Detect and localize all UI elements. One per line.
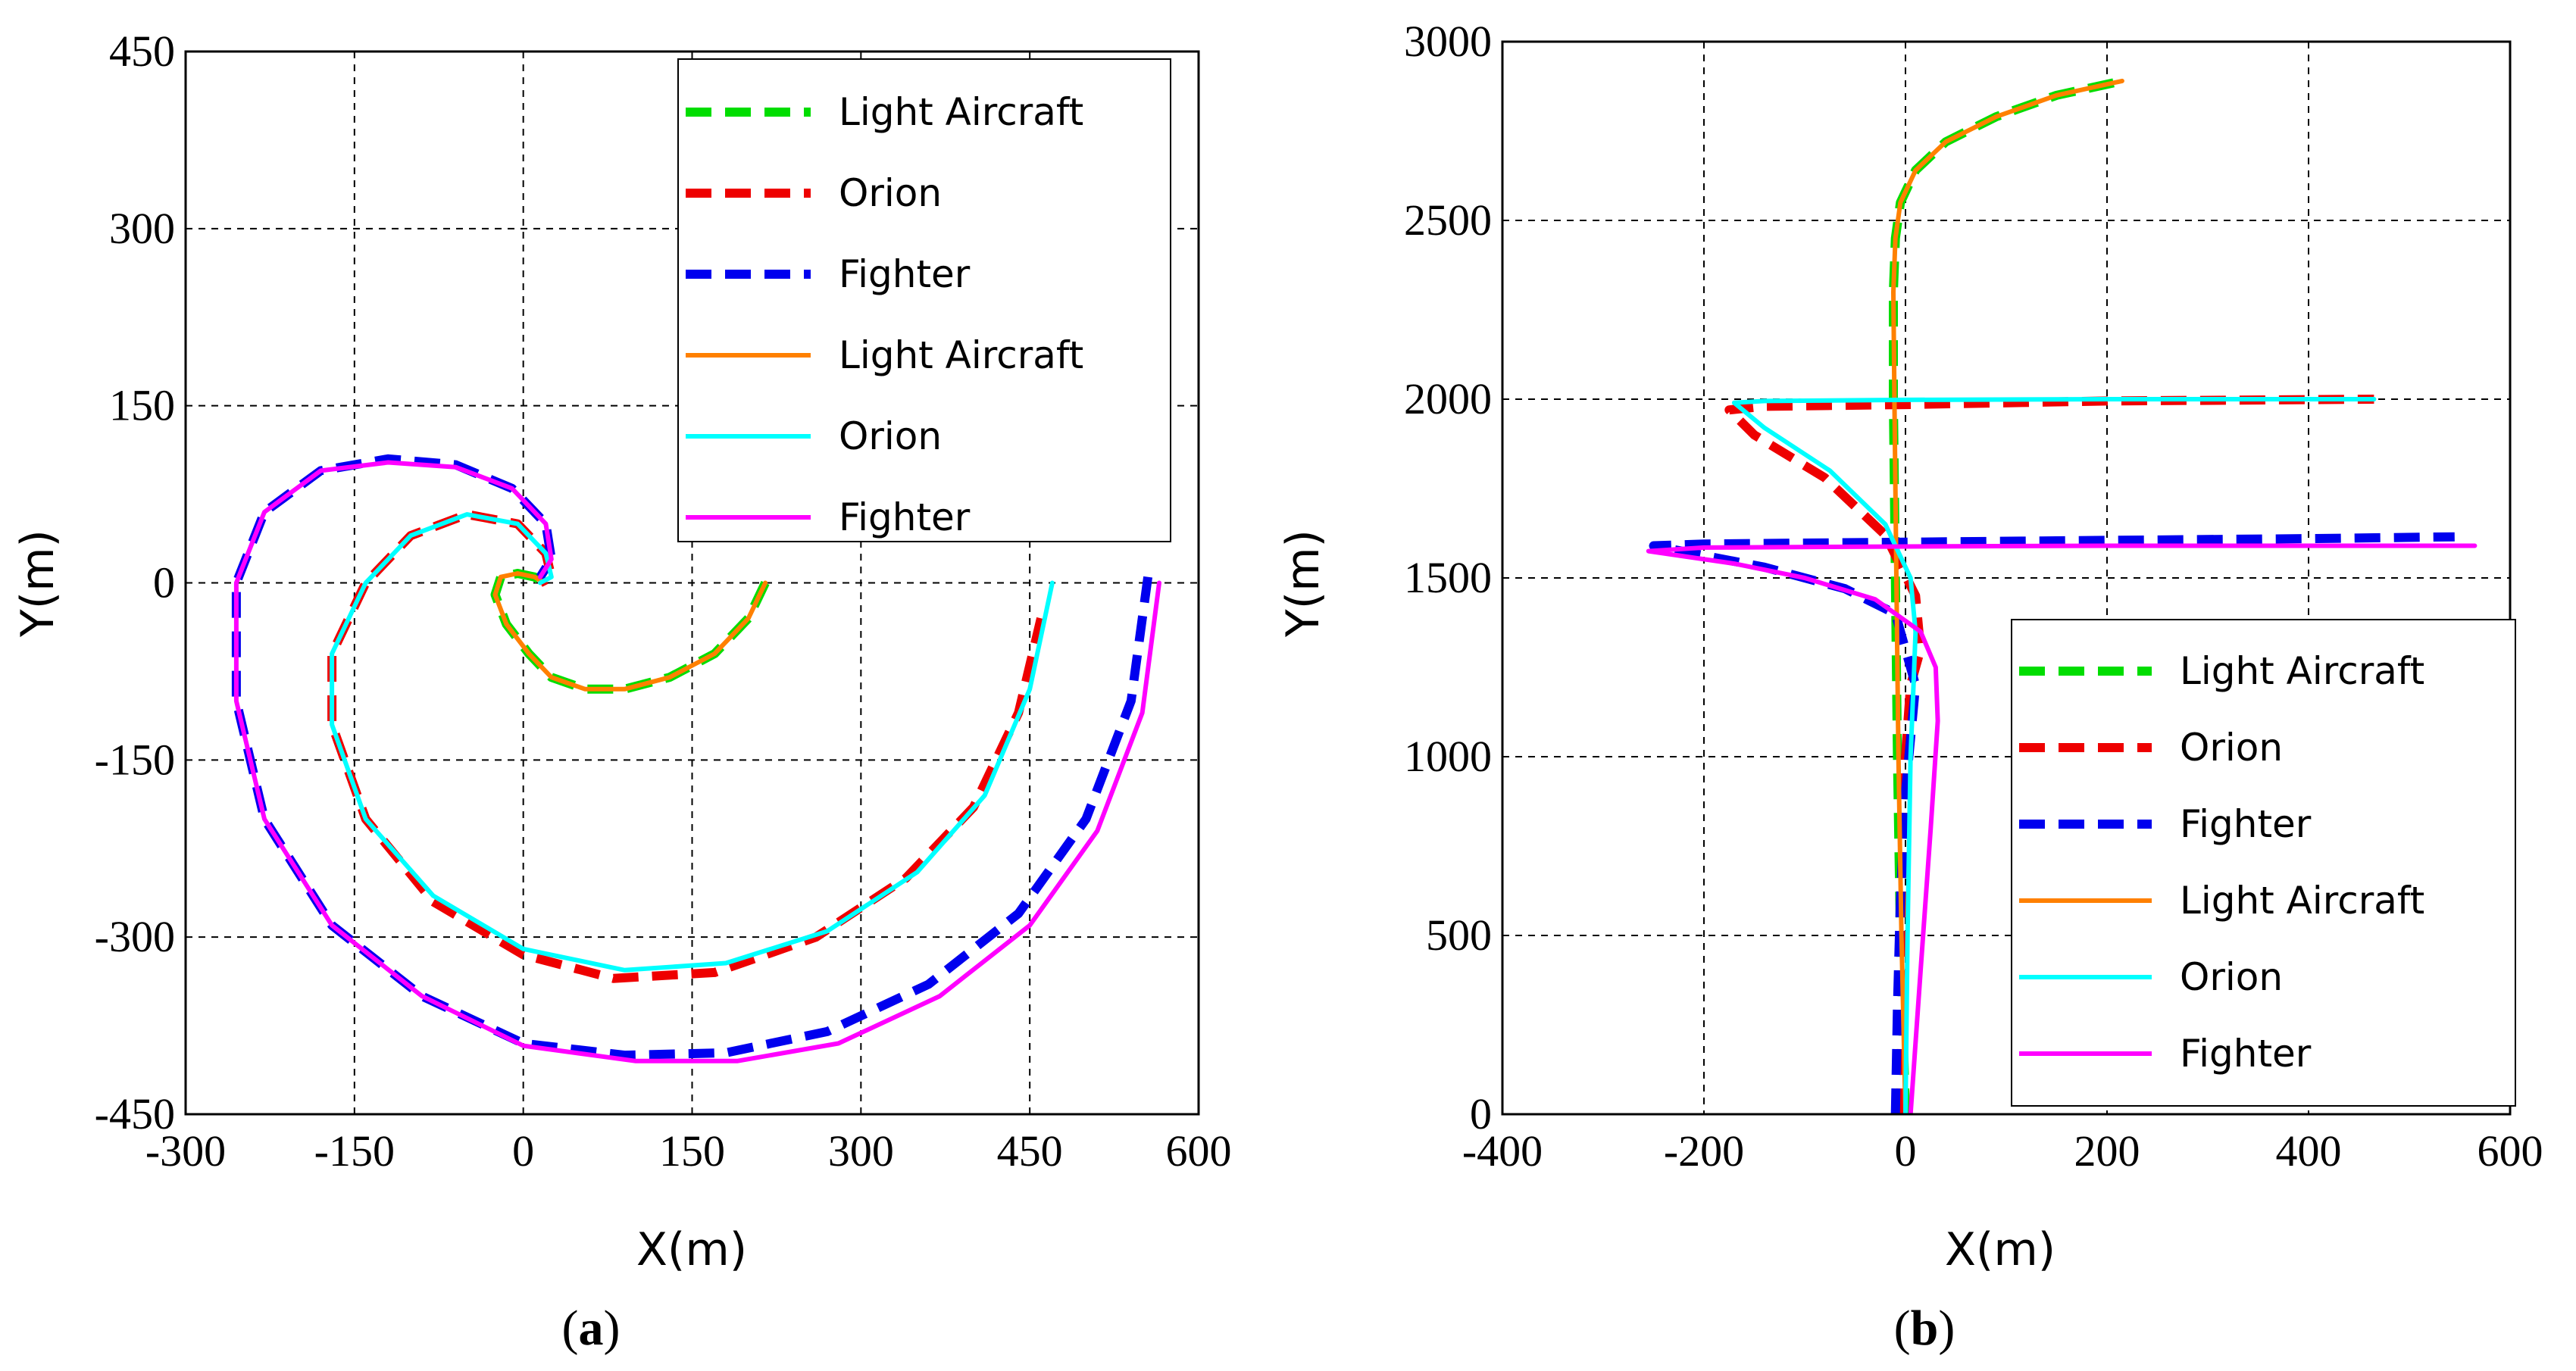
- plot-frame-b: [1501, 40, 2512, 1116]
- x-tick-label-b: -200: [1664, 1126, 1744, 1176]
- x-tick-label-a: -150: [314, 1126, 395, 1176]
- y-axis-title-b: Y(m): [1277, 529, 1330, 638]
- series-b: [1646, 77, 2478, 1114]
- x-tick-label-a: 450: [997, 1126, 1063, 1176]
- y-tick-label-a: -450: [95, 1089, 175, 1138]
- x-axis-title-a: X(m): [636, 1223, 747, 1276]
- legend-label-a-5: Fighter: [839, 495, 971, 539]
- y-tick-label-b: 2500: [1404, 195, 1492, 245]
- panel-letter-b: b: [1911, 1301, 1939, 1356]
- legend-a: Light Aircraft Orion Fighter Light Aircraft…: [677, 58, 1171, 542]
- series-line-a-5: [233, 460, 1161, 1063]
- legend-label-a-3: Light Aircraft: [839, 333, 1083, 377]
- x-tick-label-b: 600: [2478, 1126, 2543, 1176]
- plot-frame-a: [184, 50, 1200, 1116]
- x-tick-label-a: 600: [1166, 1126, 1232, 1176]
- y-tick-label-b: 2000: [1404, 374, 1492, 423]
- y-tick-label-a: -150: [95, 735, 175, 784]
- x-tick-label-b: -400: [1462, 1126, 1543, 1176]
- y-axis-title-a: Y(m): [11, 529, 64, 638]
- legend-box-b: [2011, 619, 2516, 1107]
- series-line-a-3: [492, 571, 768, 692]
- y-tick-label-a: 150: [109, 381, 175, 430]
- y-tick-label-a: 450: [109, 27, 175, 76]
- y-tick-label-b: 0: [1470, 1089, 1492, 1138]
- panel-label-b: (b): [1894, 1301, 1955, 1356]
- series-line-a-4: [330, 512, 1055, 973]
- x-tick-label-a: -300: [145, 1126, 226, 1176]
- series-line-b-5: [1646, 543, 2478, 1114]
- series-line-a-1: [327, 510, 1046, 983]
- series-line-b-4: [1731, 397, 2377, 1114]
- panel-b: -400 -200 0 200 400 600 0 500 1000 1500 2000 2500 30…: [1277, 17, 2543, 1356]
- legend-label-a-4: Orion: [839, 414, 942, 458]
- y-tick-label-a: -300: [95, 912, 175, 961]
- legend-box-a: [677, 58, 1171, 542]
- x-tick-label-a: 150: [659, 1126, 725, 1176]
- panel-letter-a: a: [579, 1301, 604, 1356]
- panel-a: -300 -150 0 150 300 450 600-450-300-1500150300…: [11, 27, 1232, 1356]
- series-line-a-0: [490, 569, 770, 694]
- y-tick-label-b: 500: [1426, 910, 1492, 960]
- x-tick-label-a: 0: [512, 1126, 534, 1176]
- x-tick-label-b: 200: [2074, 1126, 2140, 1176]
- y-tick-label-b: 1000: [1404, 732, 1492, 781]
- ticks-b: -400 -200 0 200 400 600 0 500 1000 1500 2000 2500 30…: [1404, 17, 2543, 1176]
- legend-label-a-2: Fighter: [839, 252, 971, 296]
- ticks-a: -300 -150 0 150 300 450 600-450-300-1500150300…: [95, 27, 1232, 1176]
- legend-b: Light Aircraft Orion Fighter Light Aircraft…: [2011, 619, 2516, 1107]
- series-line-b-3: [1891, 78, 2124, 1114]
- legend-label-b-0: Light Aircraft: [2180, 649, 2424, 693]
- y-tick-label-b: 1500: [1404, 553, 1492, 602]
- panel-label-a: (a): [562, 1301, 621, 1356]
- legend-label-a-0: Light Aircraft: [839, 90, 1083, 134]
- y-tick-label-b: 3000: [1404, 17, 1492, 66]
- series-a: [231, 454, 1161, 1063]
- x-axis-title-b: X(m): [1945, 1223, 2055, 1276]
- legend-label-b-4: Orion: [2180, 955, 2283, 999]
- x-tick-label-b: 400: [2276, 1126, 2342, 1176]
- legend-label-a-1: Orion: [839, 171, 942, 215]
- x-tick-label-a: 300: [828, 1126, 894, 1176]
- legend-label-b-1: Orion: [2180, 726, 2283, 770]
- legend-label-b-5: Fighter: [2180, 1032, 2312, 1076]
- legend-label-b-3: Light Aircraft: [2180, 879, 2424, 923]
- x-tick-label-b: 0: [1895, 1126, 1917, 1176]
- legend-label-b-2: Fighter: [2180, 802, 2312, 846]
- y-tick-label-a: 0: [153, 558, 175, 607]
- y-tick-label-a: 300: [109, 204, 175, 253]
